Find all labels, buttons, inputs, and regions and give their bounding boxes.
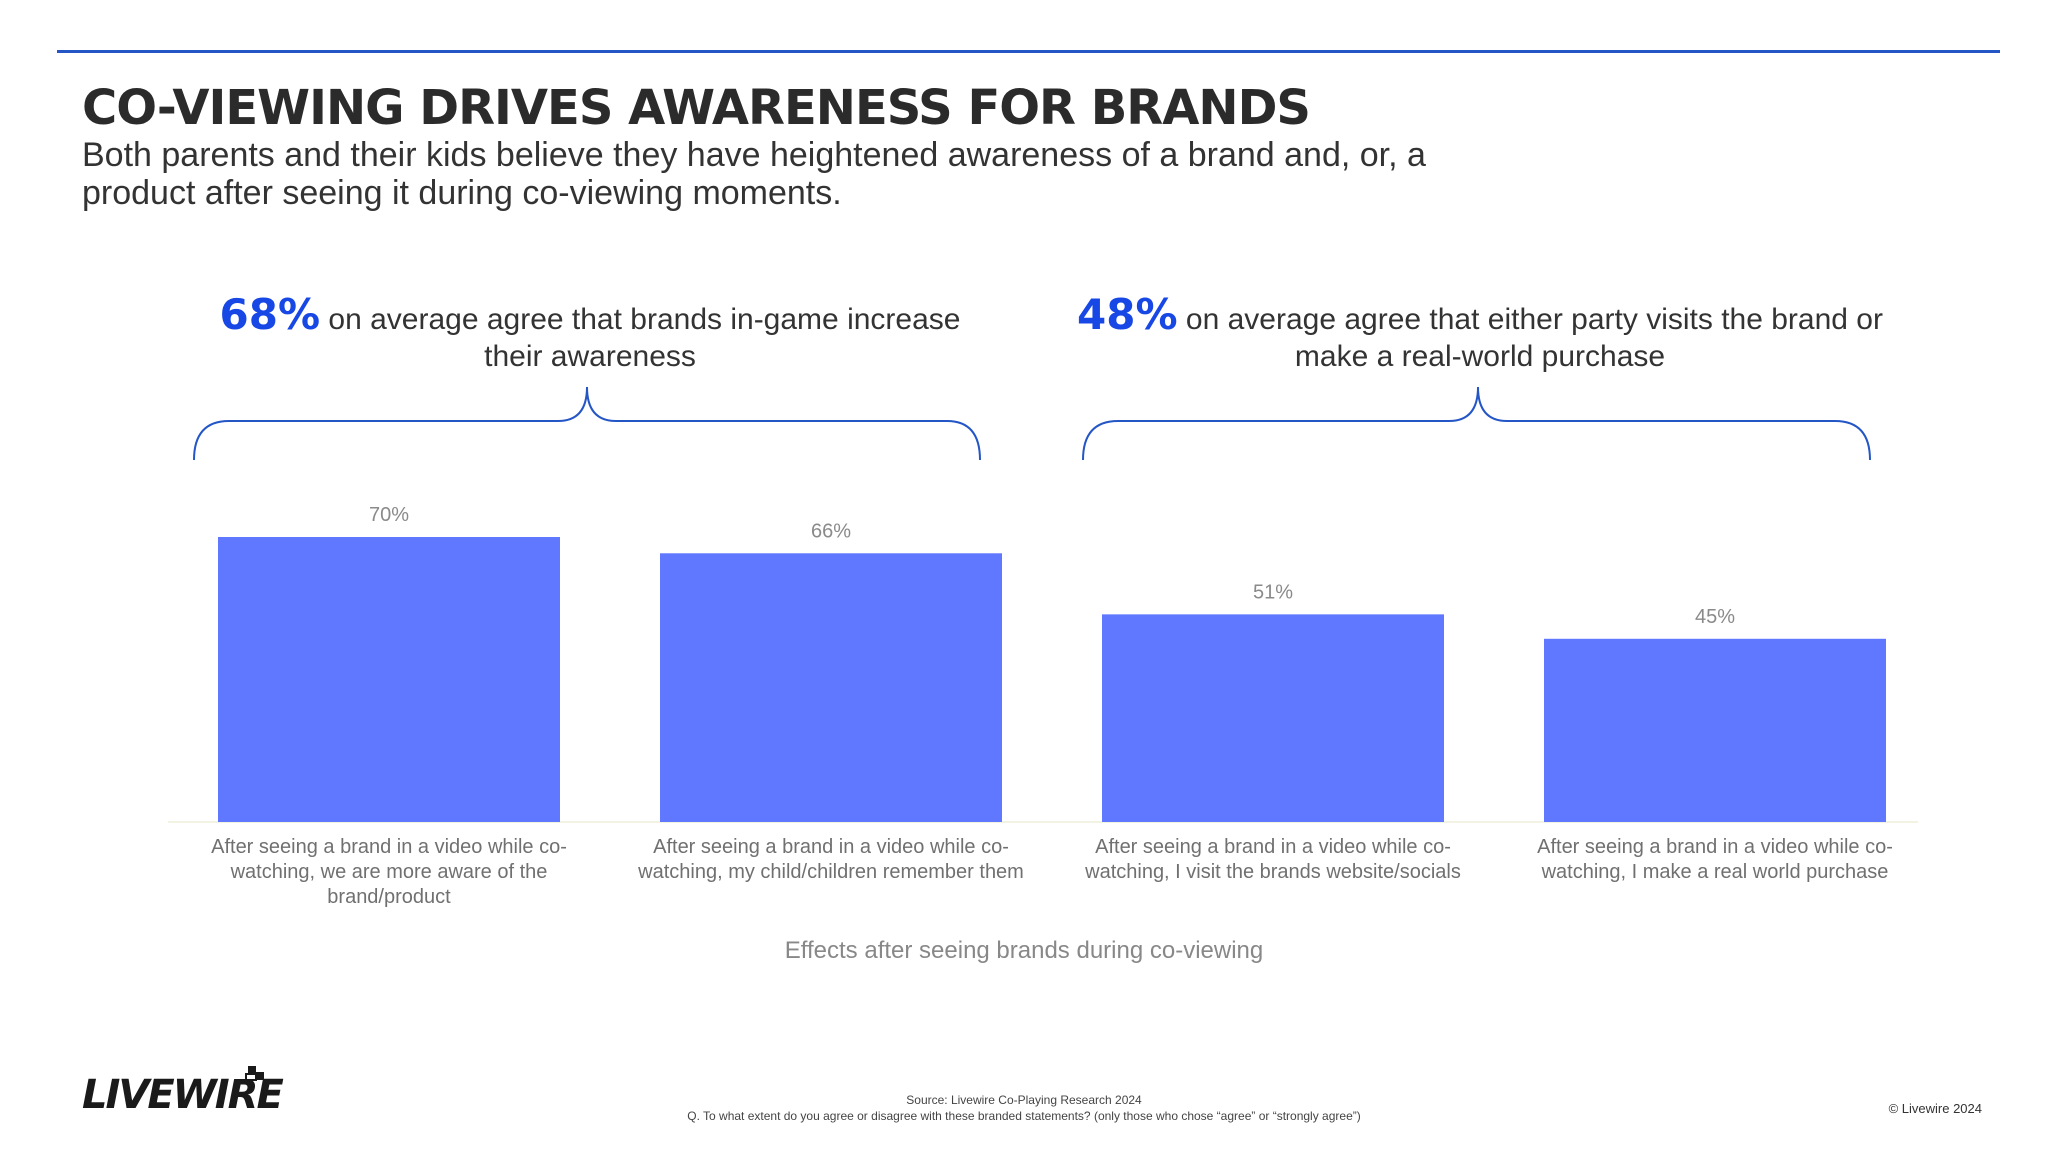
callout-real-world-action: 48% on average agree that either party v… [1070,294,1890,375]
data-label-3: 51% [1253,581,1293,603]
top-rule [57,50,2000,53]
page-subtitle: Both parents and their kids believe they… [82,136,1426,212]
category-label-2: After seeing a brand in a video while co… [638,836,1024,883]
callout-2-percent: 48% [1077,290,1178,339]
page-title: CO-VIEWING DRIVES AWARENESS FOR BRANDS [82,80,1311,136]
brace-right [1082,386,1871,461]
category-label-3: After seeing a brand in a video while co… [1085,836,1461,883]
livewire-logo: LIVEWIRE [82,1066,284,1118]
callout-brand-awareness: 68% on average agree that brands in-game… [190,294,990,375]
callout-1-text: on average agree that brands in-game inc… [328,303,961,373]
bar-4 [1544,638,1886,822]
bar-2 [660,553,1002,822]
callout-2-text: on average agree that either party visit… [1185,303,1883,373]
x-axis-title: Effects after seeing brands during co-vi… [784,937,1264,964]
data-label-1: 70% [369,504,409,526]
category-label-1: After seeing a brand in a video while co… [211,836,567,908]
brace-group [193,386,1871,461]
bar-3 [1102,614,1444,822]
copyright: © Livewire 2024 [1888,1101,1982,1116]
source-line: Source: Livewire Co-Playing Research 202… [906,1093,1142,1107]
footer-source: Source: Livewire Co-Playing Research 202… [0,1092,2048,1124]
question-line: Q. To what extent do you agree or disagr… [687,1109,1361,1123]
bar-chart: 70% 66% 51% 45% [168,504,1918,823]
data-label-4: 45% [1695,606,1735,628]
bar-1 [218,537,560,822]
callout-1-percent: 68% [219,290,321,339]
data-label-2: 66% [811,520,851,542]
brace-left [193,386,981,461]
logo-pixel-icon [245,1066,264,1081]
category-label-4: After seeing a brand in a video while co… [1537,836,1893,883]
